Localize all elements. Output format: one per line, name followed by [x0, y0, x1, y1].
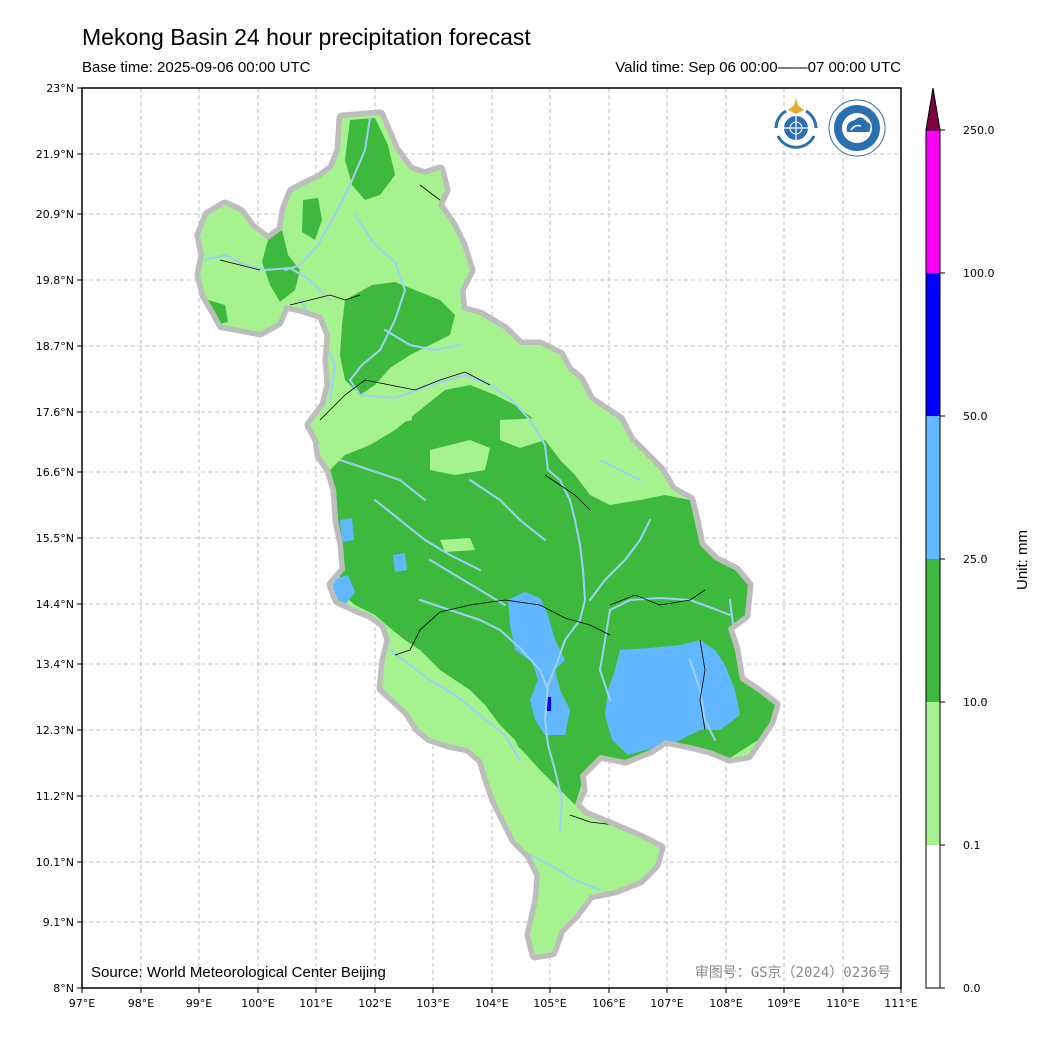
- lon-tick-label: 102°E: [358, 997, 391, 1010]
- approval-number: 审图号：GS京（2024）0236号: [695, 965, 891, 981]
- lat-tick-labels: 23°N 21.9°N 20.9°N 19.8°N 18.7°N 17.6°N …: [36, 82, 74, 995]
- lon-tick-label: 106°E: [592, 997, 625, 1010]
- lat-tick-label: 12.3°N: [36, 724, 74, 737]
- colorbar-extend-arrow: [925, 87, 941, 131]
- lon-tick-label: 97°E: [69, 997, 95, 1010]
- lon-tick-label: 100°E: [241, 997, 274, 1010]
- source-text: Source: World Meteorological Center Beij…: [91, 964, 386, 981]
- axis-ticks: [77, 87, 902, 993]
- country-borders: [219, 184, 706, 826]
- lon-tick-label: 101°E: [299, 997, 332, 1010]
- lon-tick-label: 99°E: [186, 997, 212, 1010]
- precip-10-25-upper: [345, 118, 395, 200]
- precip-25-50-west: [332, 575, 355, 605]
- precip-10-25-northwest: [302, 198, 322, 240]
- precip-25-50-patch2: [340, 518, 354, 542]
- precip-50-100-cell: [547, 697, 551, 711]
- colorbar: 0.0 0.1 10.0 25.0 50.0 100.0 250.0 Unit:…: [925, 87, 1031, 995]
- valid-time: Valid time: Sep 06 00:00——07 00:00 UTC: [615, 59, 901, 76]
- lat-tick-label: 11.2°N: [36, 790, 74, 803]
- lon-tick-label: 103°E: [416, 997, 449, 1010]
- colorbar-label: 25.0: [963, 553, 988, 566]
- map-title: Mekong Basin 24 hour precipitation forec…: [82, 24, 531, 50]
- lon-tick-label: 98°E: [128, 997, 154, 1010]
- colorbar-unit: Unit: mm: [1014, 530, 1031, 590]
- cma-logo: [828, 99, 886, 157]
- precip-25-50-patch: [393, 553, 407, 572]
- colorbar-label: 0.1: [963, 839, 981, 852]
- precip-25-50-east: [605, 640, 740, 755]
- lon-tick-label: 108°E: [709, 997, 742, 1010]
- colorbar-bin-25: [926, 559, 940, 702]
- base-time: Base time: 2025-09-06 00:00 UTC: [82, 59, 311, 76]
- colorbar-bin-50: [926, 416, 940, 559]
- precip-10-25-west: [262, 230, 300, 302]
- lat-tick-label: 10.1°N: [36, 856, 74, 869]
- lat-tick-label: 21.9°N: [36, 148, 74, 161]
- colorbar-bin-10: [926, 702, 940, 845]
- colorbar-label: 0.0: [963, 982, 981, 995]
- wmo-logo: [774, 98, 818, 150]
- lon-tick-label: 107°E: [650, 997, 683, 1010]
- lat-tick-label: 17.6°N: [36, 406, 74, 419]
- lat-tick-label: 19.8°N: [36, 274, 74, 287]
- lat-tick-label: 14.4°N: [36, 598, 74, 611]
- lon-tick-label: 109°E: [767, 997, 800, 1010]
- colorbar-bin-0: [926, 845, 940, 988]
- lon-tick-label: 110°E: [826, 997, 859, 1010]
- lat-tick-label: 15.5°N: [36, 532, 74, 545]
- lon-tick-label: 111°E: [884, 997, 917, 1010]
- colorbar-label: 50.0: [963, 410, 988, 423]
- colorbar-label: 250.0: [963, 124, 995, 137]
- lon-tick-label: 104°E: [475, 997, 508, 1010]
- lon-tick-labels: 97°E 98°E 99°E 100°E 101°E 102°E 103°E 1…: [69, 997, 918, 1010]
- lat-tick-label: 8°N: [53, 982, 74, 995]
- lat-tick-label: 9.1°N: [43, 916, 74, 929]
- colorbar-label: 100.0: [963, 267, 995, 280]
- lat-tick-label: 20.9°N: [36, 208, 74, 221]
- colorbar-bin-250: [926, 130, 940, 273]
- precip-10-25-westpatch: [208, 300, 228, 325]
- precip-25-50-central: [508, 592, 570, 735]
- lat-tick-label: 23°N: [46, 82, 74, 95]
- colorbar-bin-100: [926, 273, 940, 416]
- lon-tick-label: 105°E: [533, 997, 566, 1010]
- lat-tick-label: 16.6°N: [36, 466, 74, 479]
- lat-tick-label: 13.4°N: [36, 658, 74, 671]
- colorbar-label: 10.0: [963, 696, 988, 709]
- lat-tick-label: 18.7°N: [36, 340, 74, 353]
